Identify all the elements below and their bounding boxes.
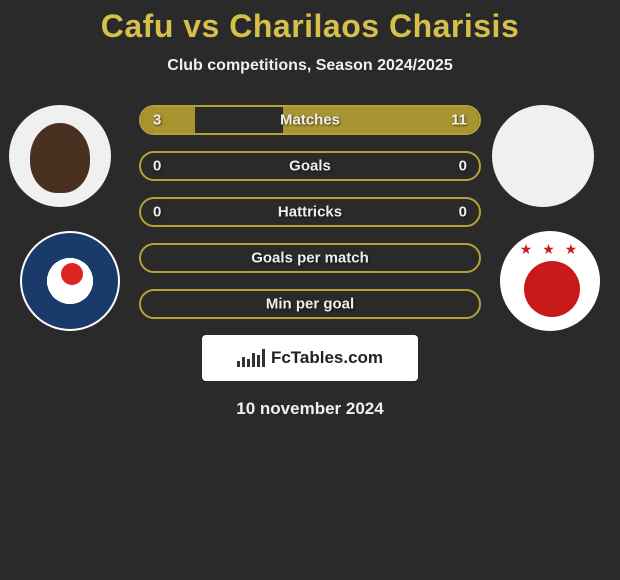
- club-badge-left: [20, 231, 120, 331]
- stat-fill-left: [141, 107, 195, 133]
- brand-box: FcTables.com: [202, 335, 418, 381]
- stat-value-right: 11: [451, 112, 467, 129]
- stat-bar: 0 0 Hattricks: [139, 197, 481, 227]
- player-photo-left: [9, 105, 111, 207]
- player-photo-right: [492, 105, 594, 207]
- page-subtitle: Club competitions, Season 2024/2025: [0, 57, 620, 75]
- stat-value-left: 3: [153, 112, 161, 129]
- stat-value-right: 0: [459, 204, 467, 221]
- comparison-panel: 3 11 Matches 0 0 Goals 0 0 Hattricks Goals per ma…: [0, 105, 620, 419]
- brand-text: FcTables.com: [271, 348, 383, 368]
- stat-value-left: 0: [153, 158, 161, 175]
- stat-label: Goals per match: [251, 250, 369, 267]
- stat-bar: Goals per match: [139, 243, 481, 273]
- stat-label: Matches: [280, 112, 340, 129]
- club-badge-right: [500, 231, 600, 331]
- stat-bar: Min per goal: [139, 289, 481, 319]
- stat-label: Min per goal: [266, 296, 354, 313]
- stat-bar: 0 0 Goals: [139, 151, 481, 181]
- stat-label: Hattricks: [278, 204, 342, 221]
- page-title: Cafu vs Charilaos Charisis: [0, 0, 620, 45]
- stat-label: Goals: [289, 158, 331, 175]
- brand-chart-icon: [237, 349, 265, 367]
- stat-bars: 3 11 Matches 0 0 Goals 0 0 Hattricks Goals per ma…: [139, 105, 481, 319]
- stat-value-left: 0: [153, 204, 161, 221]
- stat-bar: 3 11 Matches: [139, 105, 481, 135]
- stat-value-right: 0: [459, 158, 467, 175]
- date-label: 10 november 2024: [0, 399, 620, 419]
